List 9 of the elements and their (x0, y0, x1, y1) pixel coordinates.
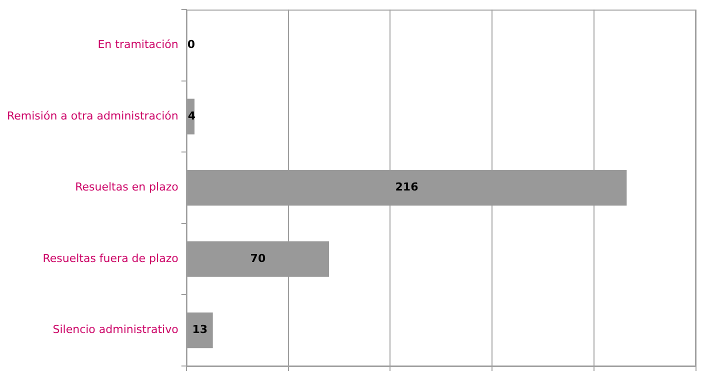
data-label: 70 (250, 252, 266, 265)
y-tick-label: Resueltas en plazo (75, 180, 179, 194)
y-tick-label: Silencio administrativo (52, 323, 179, 336)
y-tick-label: En tramitación (98, 38, 178, 52)
data-label: 0 (187, 38, 196, 52)
data-label: 216 (395, 180, 419, 194)
y-tick-label: Remisión a otra administración (6, 109, 178, 122)
data-label: 13 (192, 323, 208, 336)
y-tick-label: Resueltas fuera de plazo (42, 252, 179, 265)
